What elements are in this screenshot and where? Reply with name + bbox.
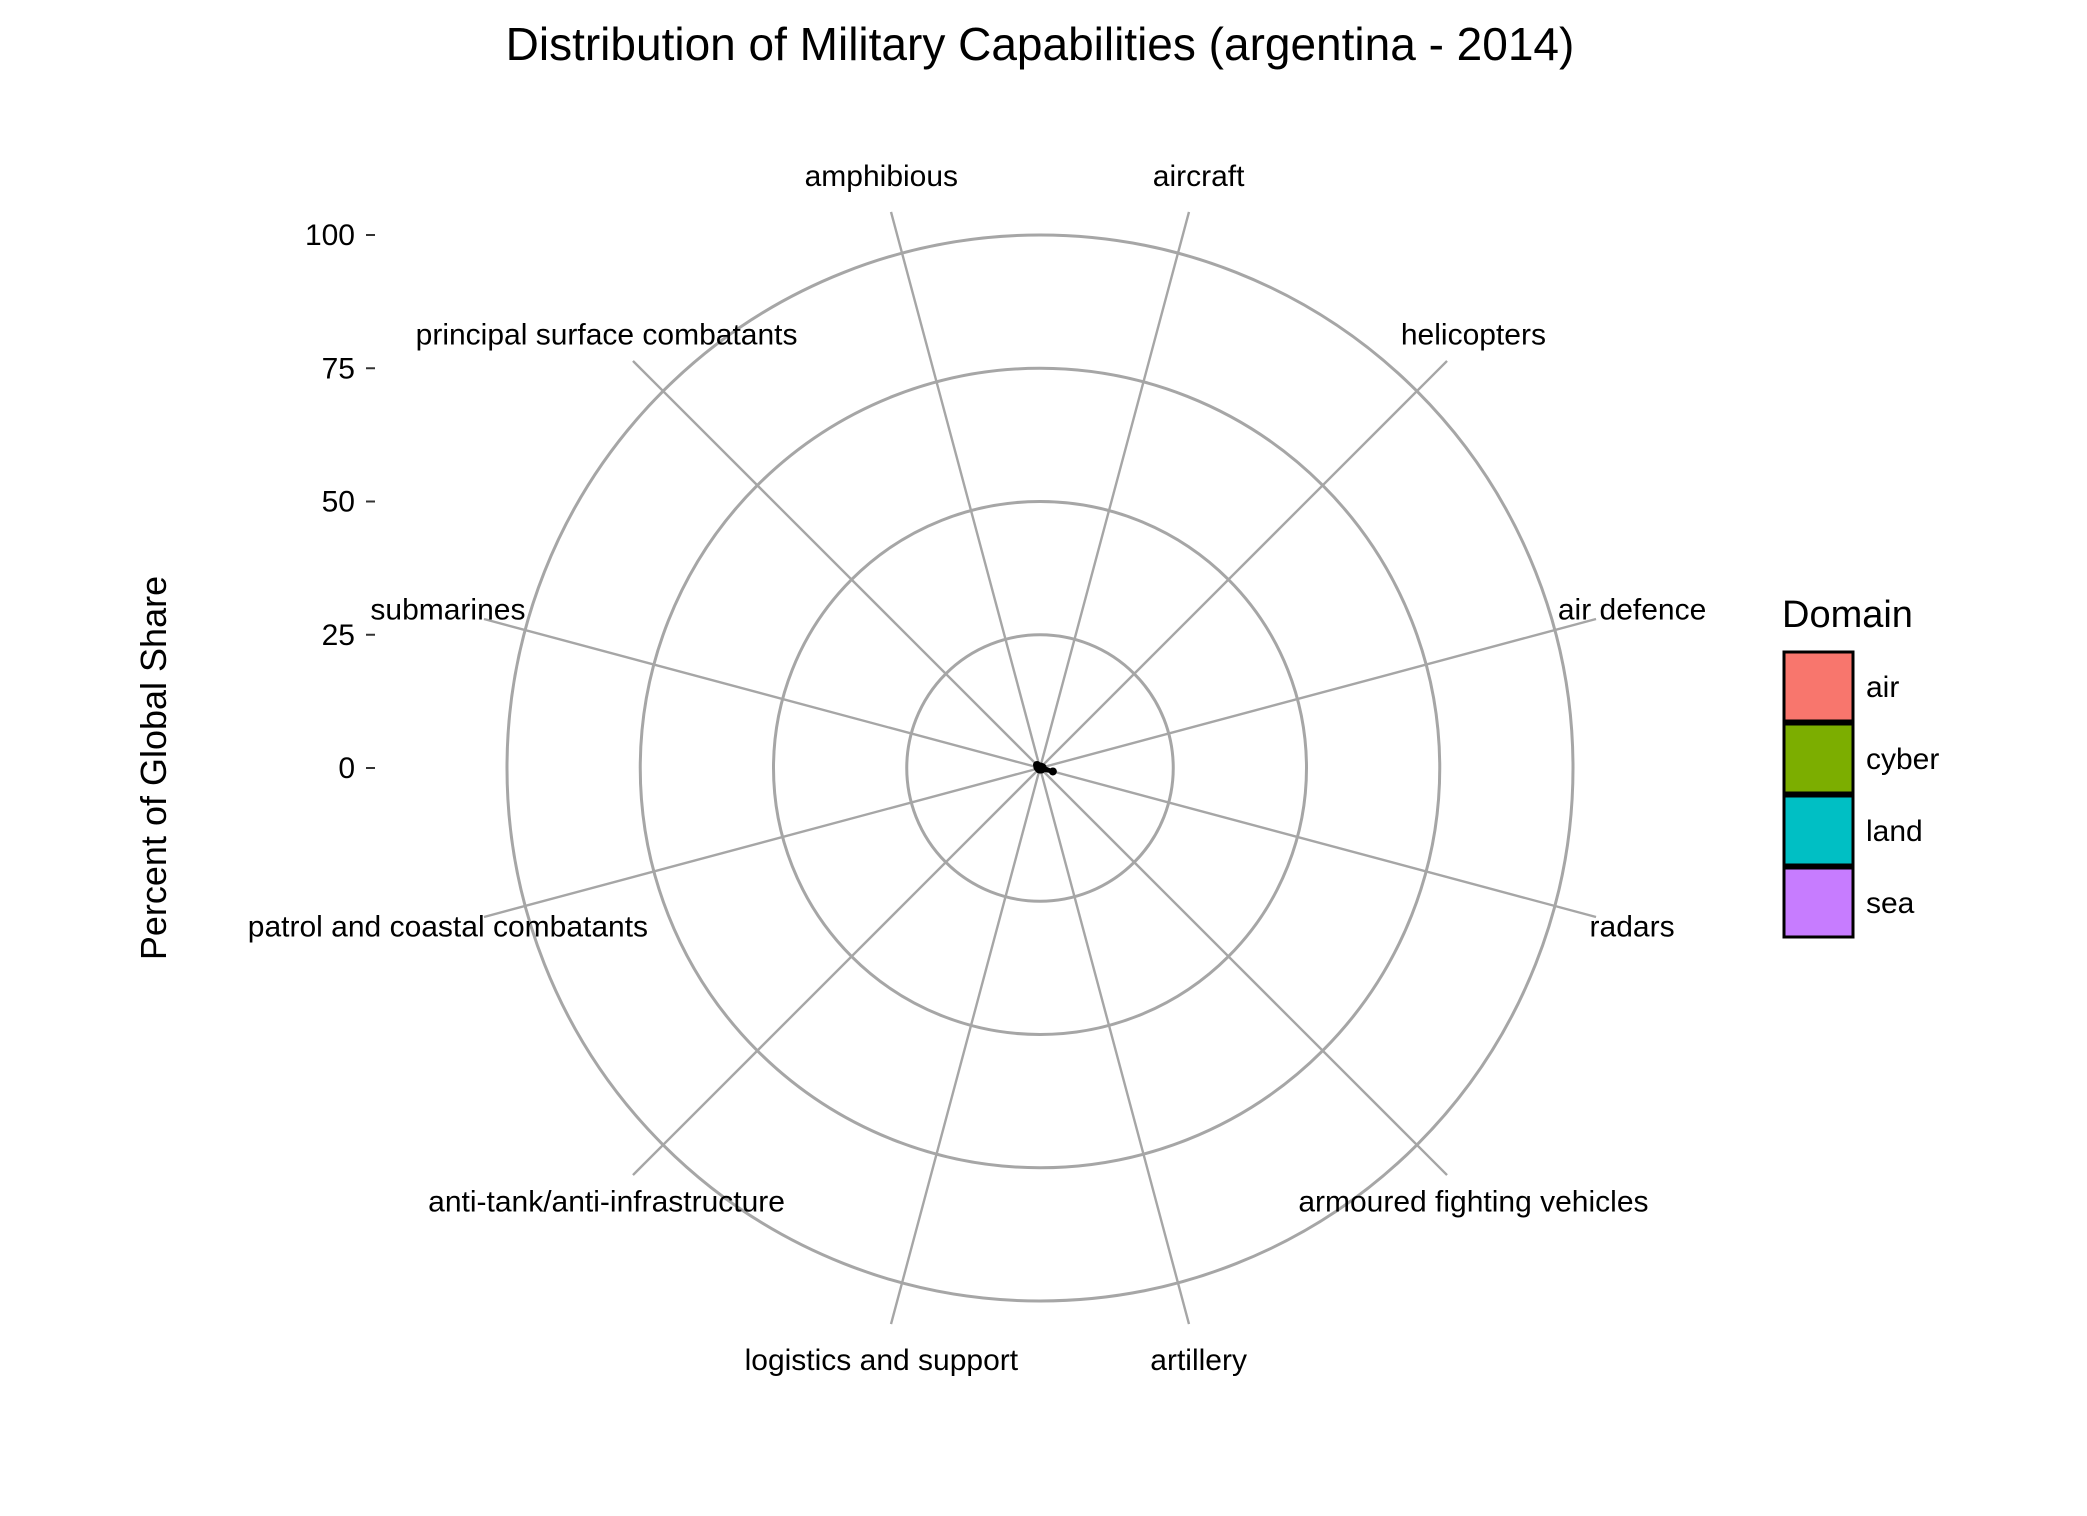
- category-label: aircraft: [1153, 160, 1245, 193]
- grid-circle-100: [505, 233, 1575, 1303]
- radial-grid: [483, 211, 1597, 1325]
- spoke-line: [1039, 360, 1448, 769]
- data-point: [1035, 762, 1044, 771]
- spoke-line: [1038, 211, 1191, 769]
- spoke-line: [889, 767, 1042, 1325]
- category-label: principal surface combatants: [416, 319, 798, 352]
- legend: Domain air cyber land sea: [1782, 594, 1939, 939]
- spoke-line: [483, 766, 1041, 919]
- spoke-line: [483, 617, 1041, 770]
- y-tick-label: 25: [322, 619, 355, 652]
- spoke-line: [632, 767, 1041, 1176]
- spoke-line: [632, 360, 1041, 769]
- legend-swatch-cyber: [1782, 722, 1855, 795]
- y-tick-label: 50: [322, 486, 355, 519]
- chart-title: Distribution of Military Capabilities (a…: [506, 18, 1575, 70]
- data-point: [1048, 767, 1057, 776]
- y-axis: 0 25 50 75 100: [305, 219, 375, 785]
- category-label: patrol and coastal combatants: [248, 911, 648, 944]
- category-label: anti-tank/anti-infrastructure: [428, 1185, 785, 1218]
- category-labels: aircraft helicopters air defence radars armo…: [248, 160, 1706, 1377]
- category-label: submarines: [370, 593, 525, 626]
- y-axis-title: Percent of Global Share: [133, 576, 174, 960]
- category-label: armoured fighting vehicles: [1298, 1185, 1648, 1218]
- legend-label-sea: sea: [1866, 887, 1915, 920]
- category-label: amphibious: [805, 160, 958, 193]
- grid-circle-75: [638, 366, 1442, 1170]
- spoke-line: [1039, 617, 1597, 770]
- legend-label-air: air: [1866, 671, 1899, 704]
- legend-label-cyber: cyber: [1866, 743, 1939, 776]
- category-label: logistics and support: [745, 1344, 1019, 1377]
- grid-circle-50: [772, 500, 1308, 1036]
- legend-swatch-air: [1782, 650, 1855, 723]
- y-tick-label: 100: [305, 219, 355, 252]
- category-label: radars: [1590, 911, 1675, 944]
- spoke-line: [1039, 766, 1597, 919]
- grid-circle-25: [905, 633, 1175, 903]
- legend-title: Domain: [1782, 594, 1913, 636]
- spoke-line: [1039, 767, 1448, 1176]
- category-label: air defence: [1558, 593, 1706, 626]
- category-label: artillery: [1150, 1344, 1247, 1377]
- data-layer: [1032, 760, 1057, 776]
- y-tick-label: 0: [338, 752, 355, 785]
- legend-swatch-land: [1782, 794, 1855, 867]
- legend-swatch-sea: [1782, 866, 1855, 939]
- y-tick-label: 75: [322, 352, 355, 385]
- legend-label-land: land: [1866, 815, 1923, 848]
- category-label: helicopters: [1401, 319, 1546, 352]
- spoke-line: [889, 211, 1042, 769]
- spoke-line: [1038, 767, 1191, 1325]
